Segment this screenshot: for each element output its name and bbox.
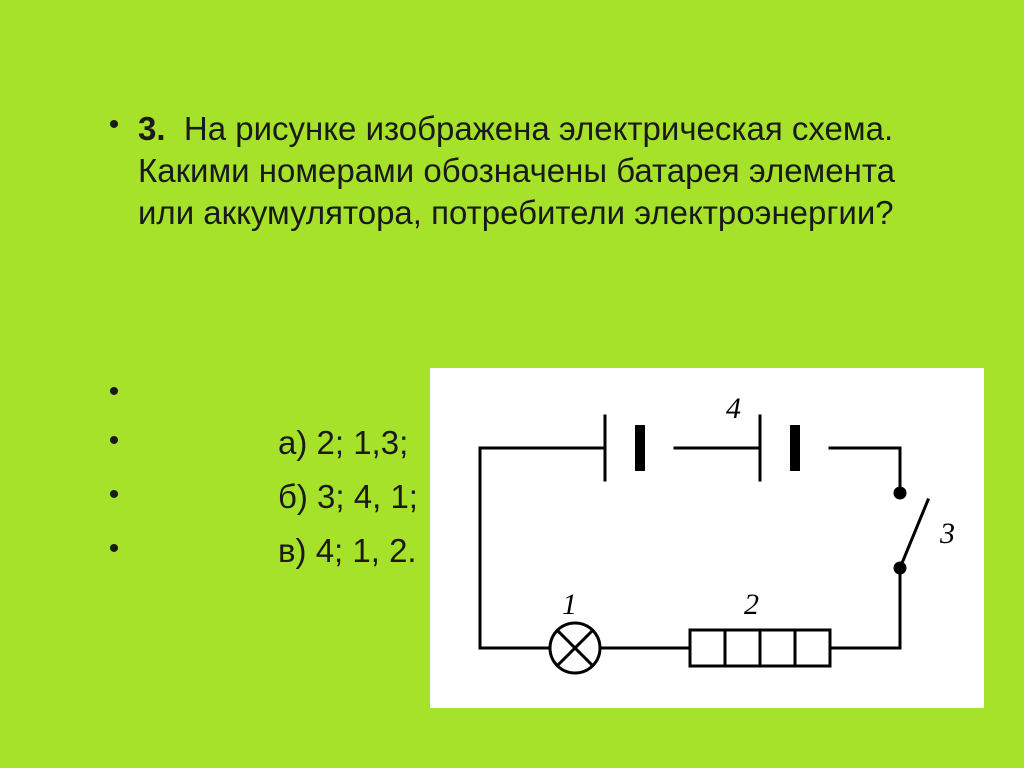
question-text: 3. На рисунке изображена электрическая с… (138, 108, 898, 235)
answer-row: • а) 2; 1,3; (90, 424, 418, 462)
answers-list: • а) 2; 1,3; • б) 3; 4, 1; • в) 4; 1, 2. (90, 424, 418, 586)
answer-row: • б) 3; 4, 1; (90, 478, 418, 516)
answer-blank-row: • (90, 375, 138, 409)
circuit-diagram: 4 3 1 2 (430, 368, 984, 708)
answer-row: • в) 4; 1, 2. (90, 532, 418, 570)
svg-text:1: 1 (562, 588, 577, 621)
bullet-glyph: • (90, 532, 138, 566)
answer-label: б) 3; 4, 1; (278, 478, 418, 516)
answer-label: а) 2; 1,3; (278, 424, 408, 462)
answer-label: в) 4; 1, 2. (278, 532, 417, 570)
slide: • 3. На рисунке изображена электрическая… (0, 0, 1024, 768)
circuit-svg: 4 3 1 2 (430, 368, 984, 708)
question-number: 3. (138, 110, 166, 147)
bullet-glyph: • (90, 424, 138, 458)
bullet-glyph: • (90, 478, 138, 512)
bullet-glyph: • (90, 108, 138, 142)
question-row: • 3. На рисунке изображена электрическая… (90, 108, 898, 235)
svg-text:3: 3 (939, 517, 955, 550)
svg-text:4: 4 (726, 392, 741, 425)
question-body: На рисунке изображена электрическая схем… (138, 110, 895, 231)
bullet-glyph: • (90, 375, 138, 409)
svg-text:2: 2 (744, 588, 759, 621)
